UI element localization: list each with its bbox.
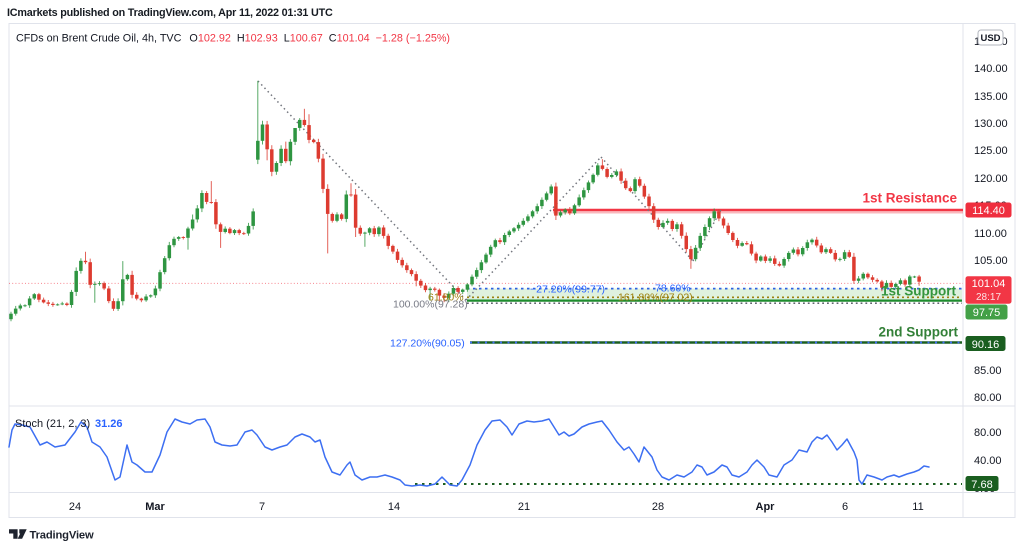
- svg-text:40.00: 40.00: [974, 455, 1002, 467]
- svg-text:120.00: 120.00: [974, 173, 1008, 185]
- svg-text:80.00: 80.00: [974, 427, 1002, 439]
- svg-text:TradingView: TradingView: [30, 530, 94, 542]
- svg-text:78.60%: 78.60%: [655, 283, 691, 295]
- svg-text:−27.20%(99.77): −27.20%(99.77): [530, 284, 605, 296]
- svg-text:1st Support: 1st Support: [881, 284, 957, 299]
- svg-text:125.00: 125.00: [974, 145, 1008, 157]
- svg-text:80.00: 80.00: [974, 392, 1002, 404]
- svg-text:140.00: 140.00: [974, 63, 1008, 75]
- svg-text:ICmarkets published on Trading: ICmarkets published on TradingView.com, …: [7, 7, 333, 19]
- svg-text:135.00: 135.00: [974, 91, 1008, 103]
- svg-text:Mar: Mar: [145, 501, 165, 513]
- svg-text:2nd Support: 2nd Support: [879, 325, 959, 340]
- svg-text:24: 24: [69, 501, 81, 513]
- svg-text:6: 6: [842, 501, 848, 513]
- svg-text:11: 11: [912, 501, 923, 513]
- svg-text:31.26: 31.26: [95, 418, 123, 430]
- svg-text:28: 28: [652, 501, 664, 513]
- svg-text:90.16: 90.16: [972, 339, 1000, 351]
- svg-text:1st Resistance: 1st Resistance: [862, 191, 957, 206]
- svg-text:114.40: 114.40: [972, 205, 1005, 217]
- svg-text:USD: USD: [980, 33, 1000, 44]
- svg-text:101.04: 101.04: [972, 278, 1006, 290]
- svg-text:Apr: Apr: [756, 501, 776, 513]
- svg-text:100.00%(97.28): 100.00%(97.28): [393, 299, 468, 311]
- svg-text:14: 14: [388, 501, 400, 513]
- svg-text:110.00: 110.00: [974, 228, 1007, 240]
- svg-text:105.00: 105.00: [974, 255, 1008, 267]
- svg-text:130.00: 130.00: [974, 118, 1008, 130]
- svg-text:Stoch (21, 2, 3): Stoch (21, 2, 3): [15, 418, 90, 430]
- svg-text:21: 21: [518, 501, 530, 513]
- svg-text:97.75: 97.75: [973, 307, 1001, 319]
- svg-text:161.80%(97.02): 161.80%(97.02): [618, 291, 693, 303]
- svg-text:61.80%: 61.80%: [428, 292, 464, 304]
- svg-text:7.68: 7.68: [971, 479, 992, 491]
- svg-text:28:17: 28:17: [976, 292, 1001, 303]
- svg-text:127.20%(90.05): 127.20%(90.05): [390, 337, 465, 349]
- svg-text:7: 7: [259, 501, 265, 513]
- svg-text:85.00: 85.00: [974, 365, 1002, 377]
